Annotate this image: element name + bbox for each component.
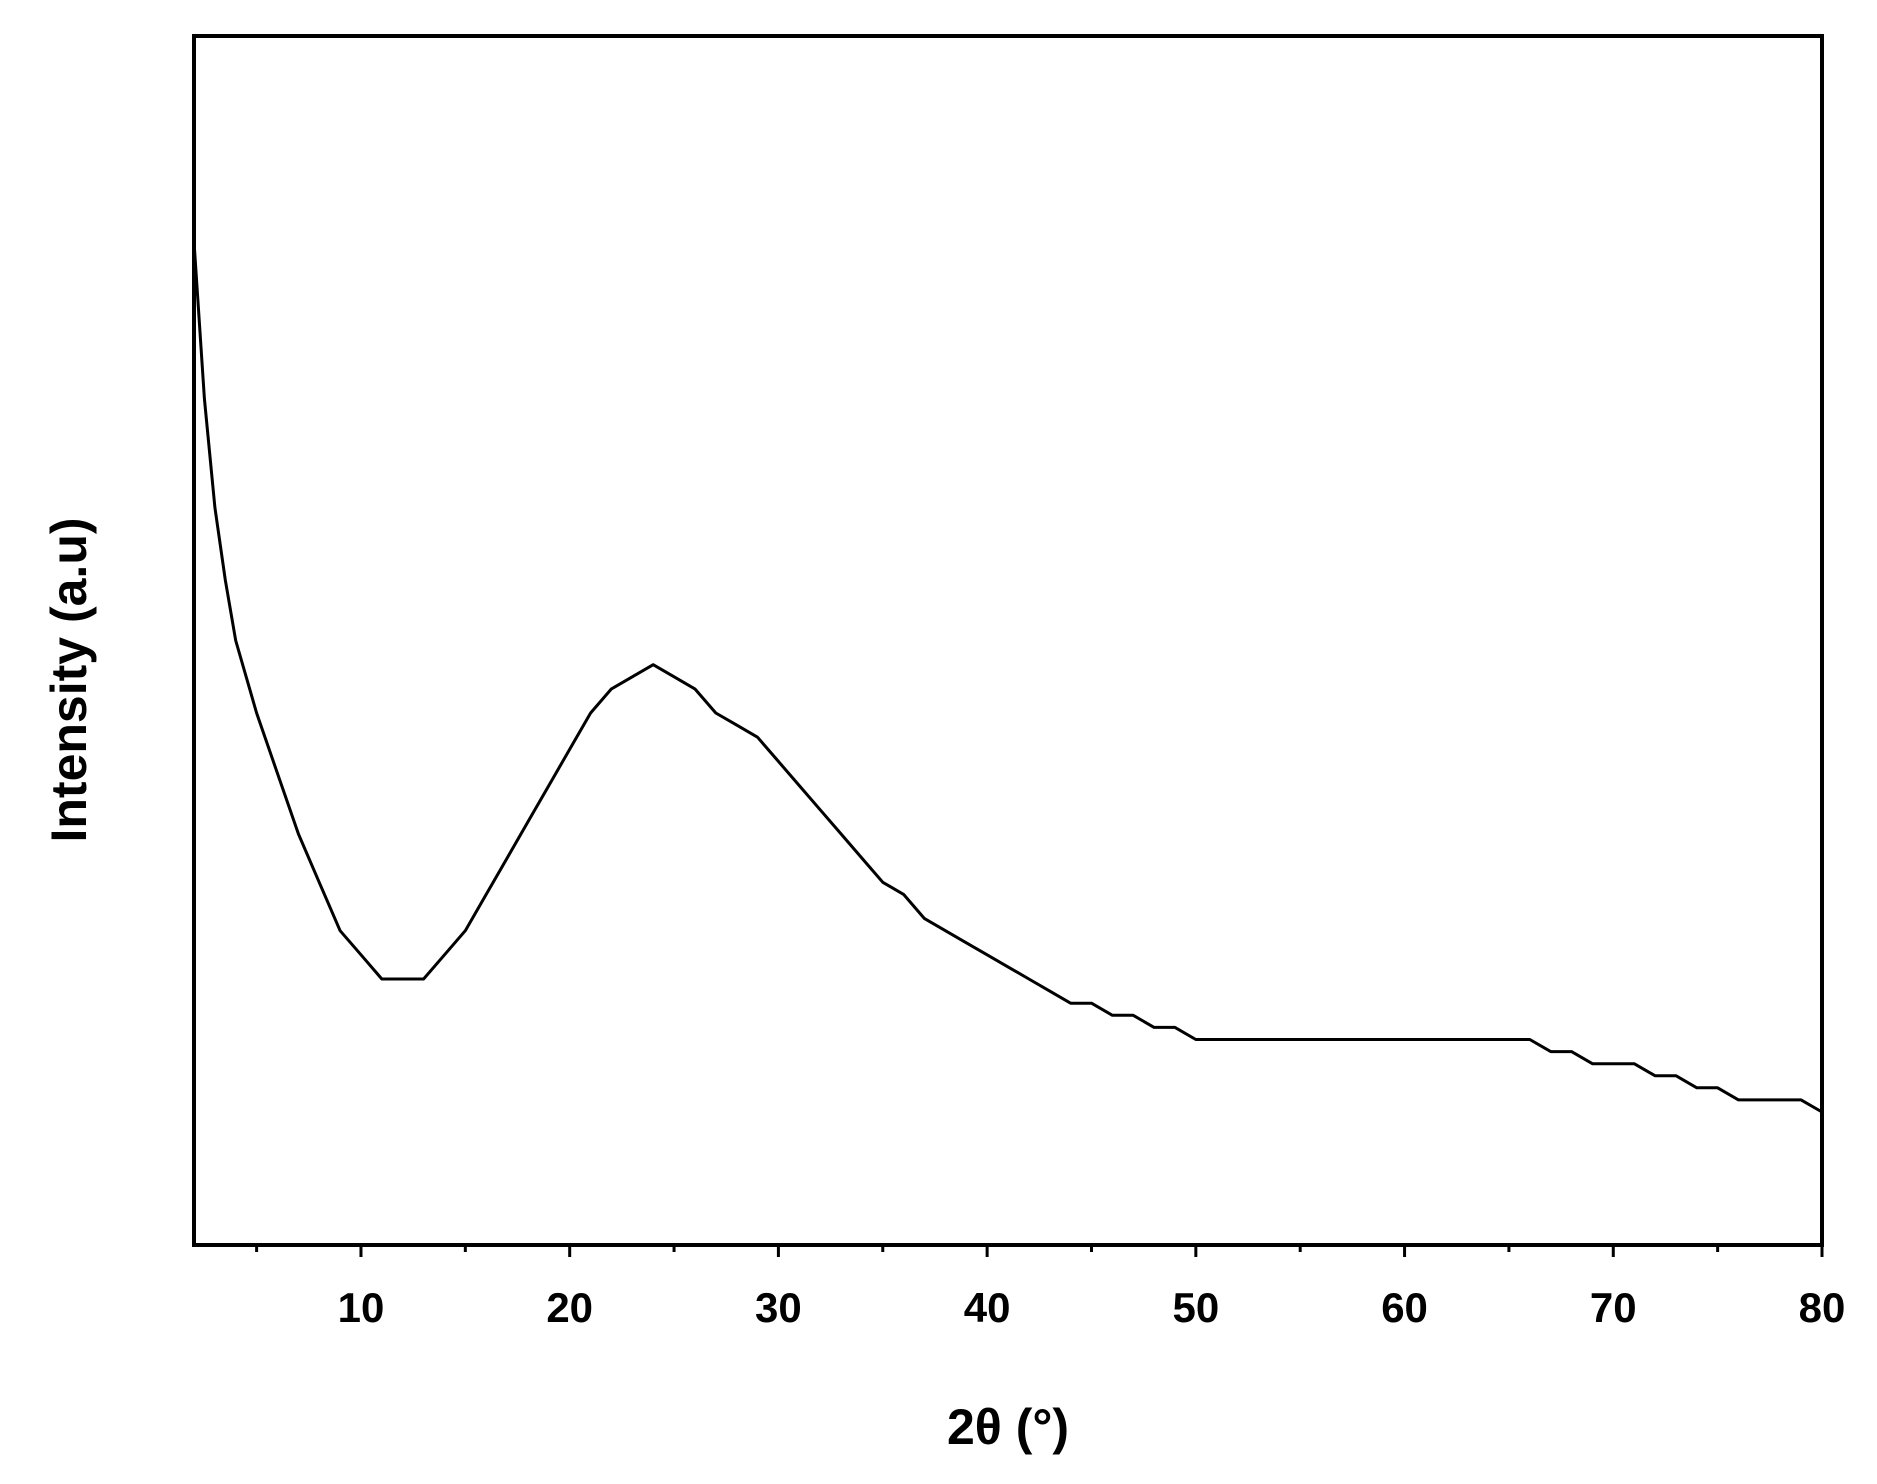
x-axis-label: 2θ (°) — [947, 1399, 1069, 1455]
y-axis-label: Intensity (a.u) — [41, 517, 97, 842]
x-tick-label: 80 — [1799, 1284, 1846, 1331]
x-tick-label: 40 — [964, 1284, 1011, 1331]
plot-frame — [192, 34, 1824, 1247]
x-tick-label: 30 — [755, 1284, 802, 1331]
x-tick-label: 50 — [1172, 1284, 1219, 1331]
x-tick-label: 70 — [1590, 1284, 1637, 1331]
x-tick-label: 20 — [546, 1284, 593, 1331]
x-tick-label: 10 — [338, 1284, 385, 1331]
data-line — [192, 241, 1823, 1114]
x-tick-label: 60 — [1381, 1284, 1428, 1331]
